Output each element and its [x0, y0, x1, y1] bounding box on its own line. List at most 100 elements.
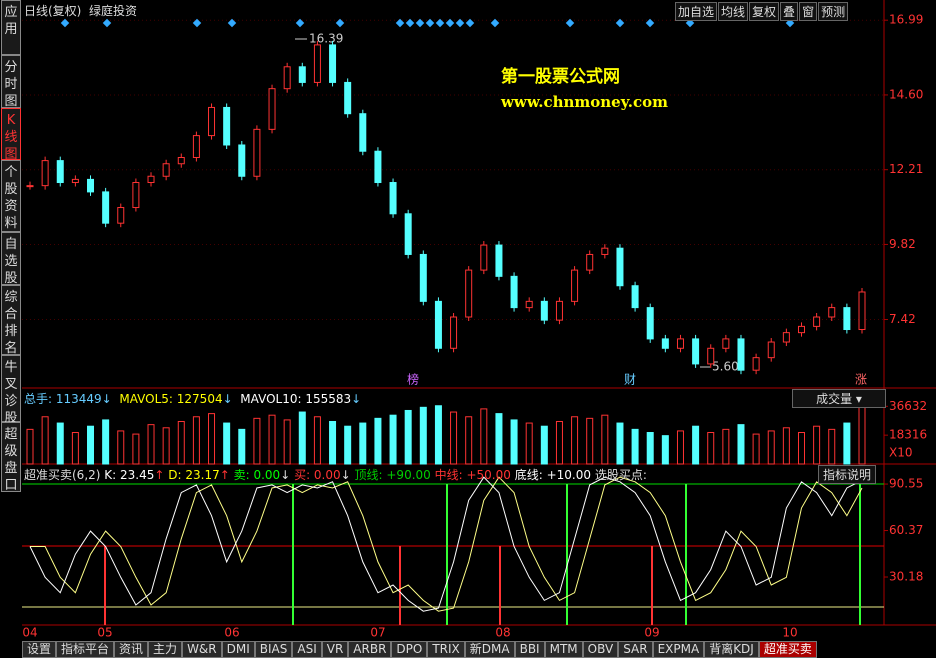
candle: [843, 307, 851, 331]
toolbar-button[interactable]: 加自选: [675, 2, 718, 21]
bottom-tab[interactable]: EXPMA: [652, 641, 705, 658]
bottom-tab[interactable]: DMI: [221, 641, 255, 658]
candle: [223, 106, 231, 146]
volume-bar: [858, 403, 866, 465]
volume-bar: [495, 413, 503, 465]
bottom-tab[interactable]: 指标平台: [56, 641, 115, 658]
event-diamond: [335, 18, 345, 28]
volume-bar: [419, 406, 427, 465]
x-tick-label: 07: [370, 626, 385, 640]
candle: [329, 44, 337, 83]
candle: [162, 163, 170, 177]
x-tick-label: 10: [782, 626, 797, 640]
mavol10: MAVOL10: 155583: [240, 392, 352, 406]
candle: [813, 316, 821, 327]
volume-bar: [586, 417, 594, 465]
event-diamond: [490, 18, 500, 28]
candle: [147, 175, 155, 184]
volume-bar: [707, 432, 715, 465]
y-tick-label: 7.42: [889, 312, 916, 326]
toolbar-button[interactable]: 均线: [718, 2, 749, 21]
bottom-tab[interactable]: OBV: [582, 641, 619, 658]
volume-bar: [374, 417, 382, 465]
volume-bar: [359, 422, 367, 465]
candle: [828, 307, 836, 318]
candle: [722, 338, 730, 349]
side-tab[interactable]: 综合排名: [1, 285, 21, 356]
event-diamond: [435, 18, 445, 28]
candle: [707, 347, 715, 365]
bottom-tab[interactable]: 超准买卖: [758, 641, 817, 658]
bottom-tab[interactable]: BIAS: [254, 641, 293, 658]
candle: [676, 338, 684, 349]
candle: [767, 341, 775, 359]
bottom-tab[interactable]: 新DMA: [464, 641, 515, 658]
side-tab[interactable]: 超级盘口: [1, 422, 21, 493]
chart: 第一股票公式网 www.chnmoney.com 16.39 5.60 榜 财 …: [22, 0, 936, 640]
x-tick-label: 08: [495, 626, 510, 640]
side-tab[interactable]: 个股资料: [1, 160, 21, 232]
indicator-line: [29, 476, 863, 612]
toolbar-button[interactable]: 预测: [818, 2, 849, 21]
bottom-tab[interactable]: VR: [321, 641, 349, 658]
candle: [646, 307, 654, 340]
candle: [465, 269, 473, 318]
volume-bar: [843, 422, 851, 465]
bottom-tab[interactable]: 资讯: [114, 641, 149, 658]
volume-bar: [676, 430, 684, 465]
bottom-tab[interactable]: SAR: [618, 641, 653, 658]
candle: [752, 357, 760, 371]
volume-bar: [102, 419, 110, 465]
candle: [782, 332, 790, 343]
candle: [87, 178, 95, 193]
volume-header: 总手: 113449↓ MAVOL5: 127504↓ MAVOL10: 155…: [24, 392, 362, 406]
y-tick-label: 9.82: [889, 237, 916, 251]
candle: [238, 144, 246, 177]
bottom-tab[interactable]: ASI: [292, 641, 322, 658]
candle: [313, 44, 321, 83]
candle: [692, 338, 700, 365]
side-tab[interactable]: 牛叉诊股: [1, 355, 21, 426]
volume-bar: [631, 428, 639, 465]
y-tick-label: 90.55: [889, 477, 923, 491]
candle: [495, 244, 503, 277]
help-button[interactable]: 指标说明: [818, 465, 877, 484]
bottom-tab[interactable]: 主力: [148, 641, 183, 658]
side-tab[interactable]: 自选股: [1, 232, 21, 286]
toolbar-button[interactable]: 复权: [749, 2, 780, 21]
bottom-tab[interactable]: 设置: [22, 641, 57, 658]
bottom-tab[interactable]: ARBR: [348, 641, 392, 658]
toolbar: 加自选 均线 复权叠窗预测: [674, 2, 849, 21]
y-tick-label: 18316: [889, 428, 927, 442]
volume-bar: [71, 432, 79, 465]
pick: 选股买点:: [594, 468, 647, 482]
candle: [480, 244, 488, 271]
event-diamond: [425, 18, 435, 28]
side-tab[interactable]: 分时图: [1, 55, 21, 109]
volume-bar: [555, 420, 563, 465]
volume-bar: [87, 425, 95, 465]
volume-bar: [480, 408, 488, 465]
volume-bar: [344, 425, 352, 465]
bottom-tab[interactable]: BBI: [514, 641, 545, 658]
candle: [797, 325, 805, 334]
toolbar-button[interactable]: 叠: [780, 2, 799, 21]
bottom-tab[interactable]: TRIX: [427, 641, 465, 658]
volume-bar: [329, 420, 337, 465]
bottom-tab[interactable]: DPO: [391, 641, 428, 658]
side-tab[interactable]: 应用: [1, 0, 21, 55]
candle: [419, 253, 427, 302]
mavol5: MAVOL5: 127504: [119, 392, 223, 406]
toolbar-button[interactable]: 窗: [799, 2, 818, 21]
candle: [404, 213, 412, 255]
volume-bar: [737, 424, 745, 465]
candle: [344, 81, 352, 115]
candle: [450, 316, 458, 349]
bottom-tab[interactable]: W&R: [182, 641, 222, 658]
bottom-tab[interactable]: MTM: [544, 641, 583, 658]
top: 顶线: +90.00: [354, 468, 431, 482]
bottom-tab[interactable]: 背离KDJ: [704, 641, 759, 658]
indicator-select[interactable]: 成交量 ▾: [792, 389, 886, 408]
side-tab[interactable]: K线图: [1, 108, 21, 162]
y-tick-label: 12.21: [889, 162, 923, 176]
